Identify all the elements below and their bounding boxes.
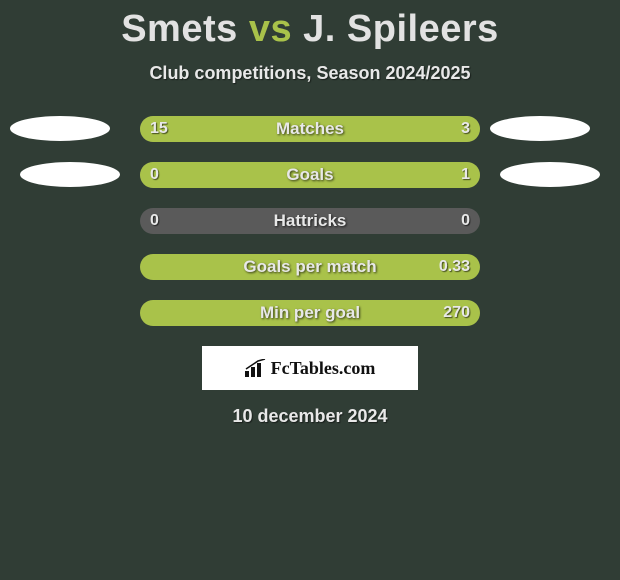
bar-mpg: 270 Min per goal	[140, 300, 480, 326]
bar-gpm: 0.33 Goals per match	[140, 254, 480, 280]
player2-avatar	[500, 162, 600, 187]
value-right: 3	[461, 116, 470, 142]
bar-hattricks: 0 0 Hattricks	[140, 208, 480, 234]
value-right: 0	[461, 208, 470, 234]
player2-name: J. Spileers	[303, 8, 499, 50]
value-right: 1	[461, 162, 470, 188]
player1-avatar	[20, 162, 120, 187]
stats-rows: 15 3 Matches 0 1 Goals 0 0 Hattricks 0.3…	[0, 116, 620, 326]
value-right: 0.33	[439, 254, 470, 280]
stat-row-hattricks: 0 0 Hattricks	[0, 208, 620, 234]
player1-name: Smets	[121, 8, 238, 50]
vs-text: vs	[249, 8, 292, 50]
stat-row-goals-per-match: 0.33 Goals per match	[0, 254, 620, 280]
subtitle: Club competitions, Season 2024/2025	[0, 63, 620, 84]
logo-label: FcTables.com	[271, 358, 376, 379]
value-right: 270	[443, 300, 470, 326]
value-left: 0	[150, 208, 159, 234]
bar-right	[140, 254, 480, 280]
source-logo: FcTables.com	[202, 346, 418, 390]
date-text: 10 december 2024	[0, 406, 620, 427]
bar-matches: 15 3 Matches	[140, 116, 480, 142]
bar-left	[140, 116, 398, 142]
stat-row-matches: 15 3 Matches	[0, 116, 620, 142]
comparison-title: Smets vs J. Spileers	[0, 0, 620, 51]
player2-avatar	[490, 116, 590, 141]
stat-row-min-per-goal: 270 Min per goal	[0, 300, 620, 326]
value-left: 0	[150, 162, 159, 188]
logo-text: FcTables.com	[245, 358, 376, 379]
chart-icon	[245, 359, 267, 377]
value-left: 15	[150, 116, 168, 142]
player1-avatar	[10, 116, 110, 141]
stat-row-goals: 0 1 Goals	[0, 162, 620, 188]
bar-goals: 0 1 Goals	[140, 162, 480, 188]
bar-right	[157, 162, 480, 188]
bar-right	[140, 300, 480, 326]
